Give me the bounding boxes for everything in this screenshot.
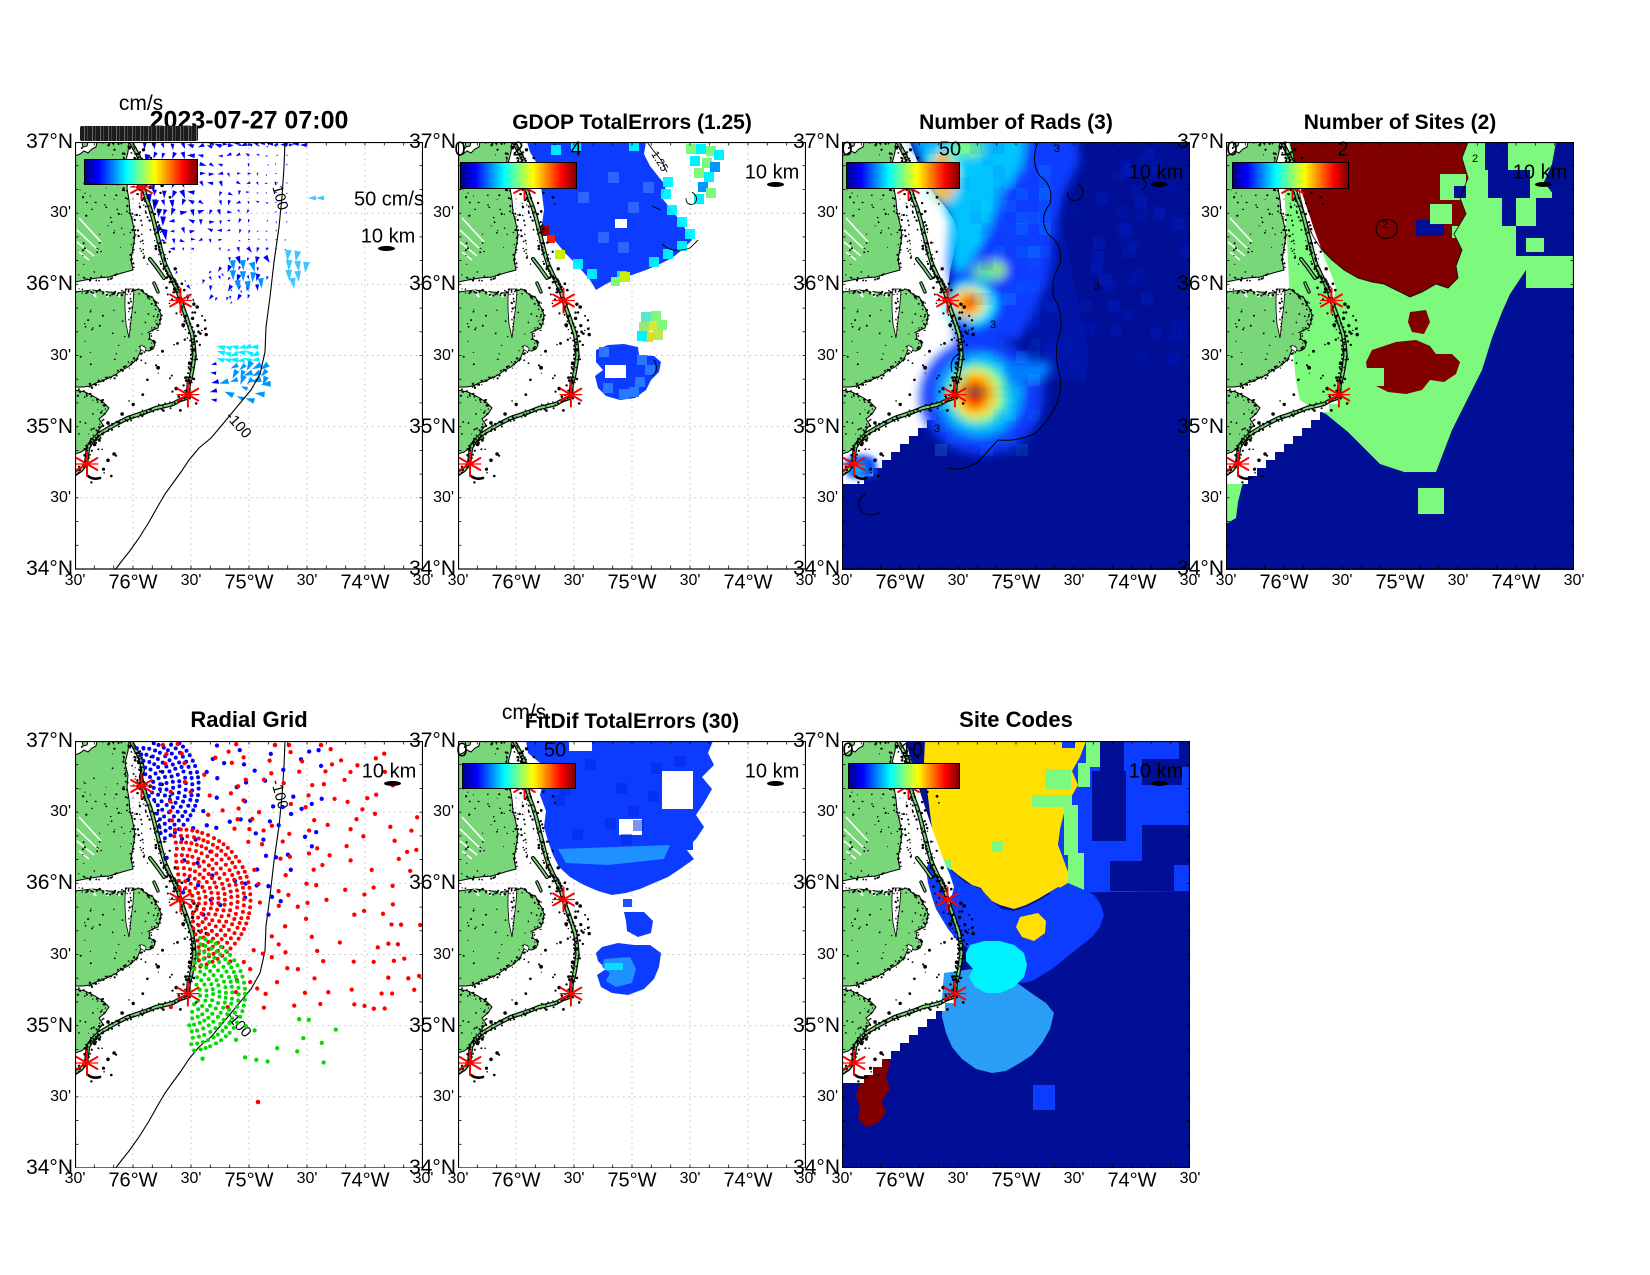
svg-text:2: 2 [1382,219,1388,231]
svg-text:3: 3 [990,319,996,331]
svg-text:3: 3 [1094,281,1100,293]
svg-text:3: 3 [1054,143,1060,155]
svg-text:2: 2 [1472,153,1478,165]
svg-text:3: 3 [934,423,940,435]
